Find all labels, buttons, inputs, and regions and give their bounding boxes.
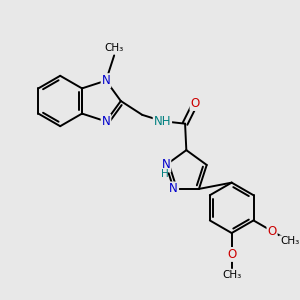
Text: CH₃: CH₃ bbox=[104, 43, 124, 53]
Text: O: O bbox=[267, 225, 277, 238]
Text: NH: NH bbox=[154, 115, 171, 128]
Text: O: O bbox=[190, 97, 200, 110]
Text: N: N bbox=[162, 158, 170, 172]
Text: H: H bbox=[161, 169, 169, 179]
Text: N: N bbox=[102, 115, 110, 128]
Text: N: N bbox=[102, 74, 110, 87]
Text: CH₃: CH₃ bbox=[280, 236, 299, 246]
Text: N: N bbox=[169, 182, 178, 195]
Text: CH₃: CH₃ bbox=[222, 270, 241, 280]
Text: O: O bbox=[227, 248, 236, 261]
